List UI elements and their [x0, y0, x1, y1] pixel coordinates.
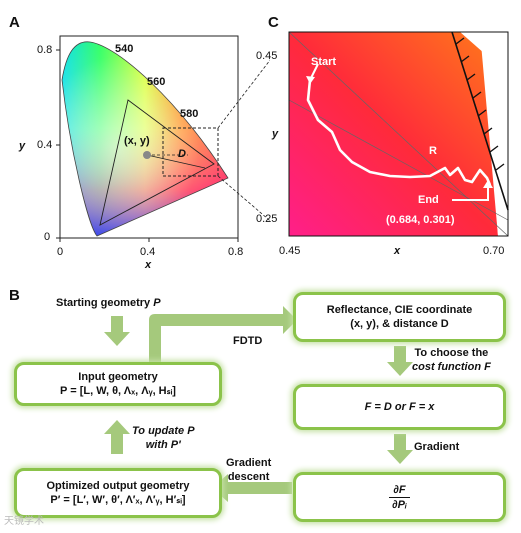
wavelength-560: 560	[147, 76, 166, 88]
output-geometry-box: Optimized output geometry P′ = [L′, W′, …	[14, 468, 222, 518]
cost-function-text: F = D or F = x	[364, 401, 435, 413]
derivative-denominator: ∂Pᵢ	[392, 498, 407, 511]
watermark: 天镜学术	[4, 516, 44, 527]
gradient-label: Gradient	[414, 441, 460, 453]
zoom-plot	[288, 31, 509, 237]
wavelength-580: 580	[180, 108, 199, 120]
reflectance-line1: Reflectance, CIE coordinate	[326, 304, 473, 316]
a-ytick-0: 0	[44, 231, 51, 243]
derivative-numerator: ∂F	[389, 483, 410, 498]
gradient-descent-label: Gradient descent	[226, 456, 271, 484]
update-note: To update P with P′	[132, 424, 195, 452]
input-geometry-box: Input geometry P = [L, W, θ, Λₓ, Λᵧ, Hₛᵢ…	[14, 362, 222, 406]
input-geometry-vector: P = [L, W, θ, Λₓ, Λᵧ, Hₛᵢ]	[60, 385, 176, 397]
a-xlabel: x	[145, 259, 152, 271]
gradient-descent-line2: descent	[227, 471, 270, 483]
a-xtick-0: 0	[57, 246, 64, 258]
a-xtick-0.4: 0.4	[140, 246, 156, 258]
fdtd-label: FDTD	[233, 335, 263, 347]
update-line1: To update P	[132, 425, 195, 437]
locus-hatches	[455, 37, 505, 171]
output-geometry-vector: P′ = [L′, W′, θ′, Λ′ₓ, Λ′ᵧ, H′ₛᵢ]	[50, 494, 186, 506]
a-ylabel: y	[19, 140, 26, 152]
a-ytick-0.8: 0.8	[37, 44, 53, 56]
panel-b-label: B	[9, 287, 20, 304]
cie-diagram	[56, 35, 270, 242]
c-ylabel: y	[272, 128, 279, 140]
choose-line1: To choose the	[414, 347, 489, 359]
choose-cost-note: To choose the cost function F	[412, 346, 491, 374]
start-label: Start	[311, 56, 337, 68]
c-ytick-0.25: 0.25	[256, 213, 278, 225]
end-coords: (0.684, 0.301)	[386, 214, 455, 226]
path-label: R	[429, 145, 437, 157]
panel-c-label: C	[268, 14, 279, 31]
flow-arrows	[104, 306, 413, 502]
end-label: End	[418, 194, 439, 206]
point-label: (x, y)	[124, 135, 150, 147]
distance-label: D	[178, 148, 186, 160]
start-geometry-text: Starting geometry P	[56, 297, 161, 309]
a-ytick-0.4: 0.4	[37, 139, 53, 151]
c-xtick-0.70: 0.70	[483, 245, 505, 257]
reflectance-box: Reflectance, CIE coordinate (x, y), & di…	[293, 292, 506, 342]
output-geometry-title: Optimized output geometry	[46, 480, 190, 492]
c-xlabel: x	[394, 245, 401, 257]
derivative-box: ∂F ∂Pᵢ	[293, 472, 506, 522]
input-geometry-title: Input geometry	[78, 371, 158, 383]
c-ytick-0.45: 0.45	[256, 50, 278, 62]
panel-a-label: A	[9, 14, 20, 31]
choose-line2: cost function F	[412, 361, 491, 373]
wavelength-540: 540	[115, 43, 134, 55]
a-xtick-0.8: 0.8	[228, 246, 244, 258]
gradient-descent-line1: Gradient	[226, 457, 272, 469]
update-line2: with P′	[145, 439, 181, 451]
c-xtick-0.45: 0.45	[279, 245, 301, 257]
reflectance-line2: (x, y), & distance D	[350, 318, 449, 330]
cost-function-box: F = D or F = x	[293, 384, 506, 430]
